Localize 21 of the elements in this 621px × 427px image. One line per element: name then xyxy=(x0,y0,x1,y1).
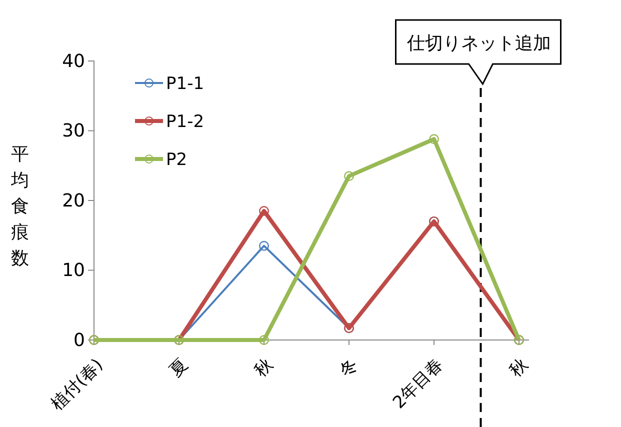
y-axis-title: 平均食痕数 xyxy=(10,144,29,269)
point xyxy=(259,240,269,251)
x-tick-label: 夏 xyxy=(166,355,192,382)
y-tick-label: 0 xyxy=(74,330,85,351)
point xyxy=(259,206,269,216)
x-tick-label: 植付(春) xyxy=(48,355,108,415)
point xyxy=(344,171,354,182)
legend-label: P1-2 xyxy=(166,112,204,132)
y-tick-label: 30 xyxy=(62,120,85,142)
x-tick-label: 秋 xyxy=(506,355,532,382)
y-tick-label: 10 xyxy=(62,260,85,282)
point xyxy=(259,335,269,345)
legend-label: P1-1 xyxy=(166,74,204,94)
y-tick-label: 20 xyxy=(62,190,85,212)
x-tick-label: 2年目春 xyxy=(389,355,448,413)
y-tick-label: 40 xyxy=(62,50,85,72)
x-tick-label: 冬 xyxy=(336,355,362,382)
point xyxy=(429,134,439,144)
text: 仕切りネット追加 xyxy=(406,33,551,54)
legend-label: P2 xyxy=(166,150,188,170)
x-tick-label: 秋 xyxy=(250,355,278,382)
